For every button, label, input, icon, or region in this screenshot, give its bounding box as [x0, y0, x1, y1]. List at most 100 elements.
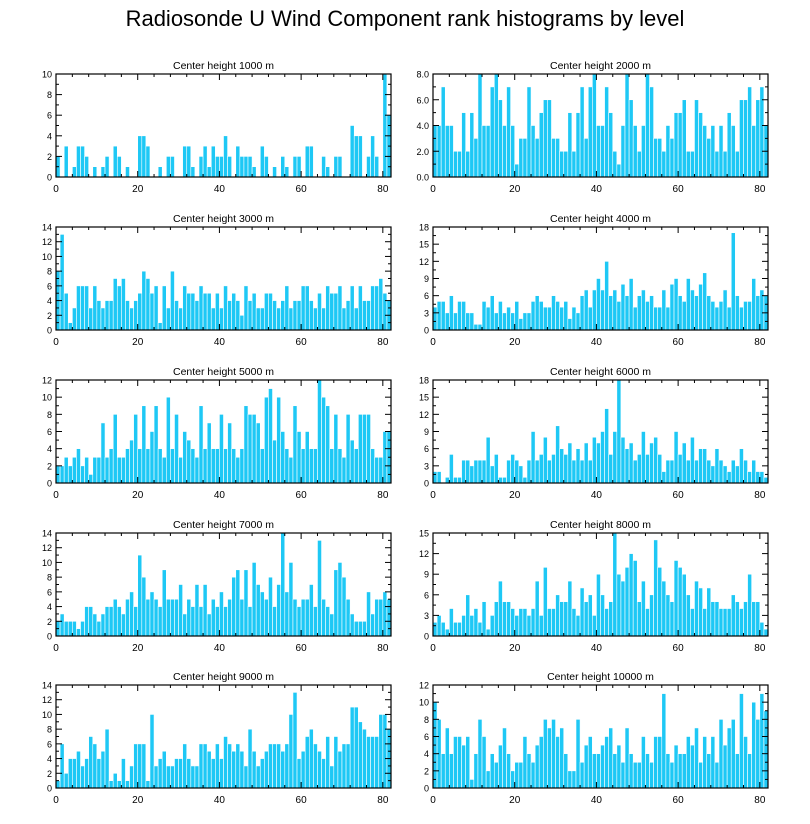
- bar: [604, 608, 609, 637]
- bar: [563, 301, 569, 331]
- bar: [673, 431, 679, 484]
- bar: [473, 753, 479, 789]
- bar: [296, 758, 302, 789]
- bar: [186, 598, 192, 637]
- bar: [272, 606, 277, 637]
- bar: [374, 598, 380, 637]
- bar: [510, 312, 516, 331]
- bar: [92, 456, 98, 484]
- bar: [362, 620, 367, 637]
- bar: [551, 608, 556, 637]
- bar: [145, 598, 151, 637]
- bar: [571, 770, 577, 789]
- bar: [178, 584, 183, 637]
- bar: [739, 306, 744, 331]
- bar: [374, 285, 380, 331]
- bar: [308, 448, 314, 484]
- x-tick-label: 80: [377, 643, 389, 654]
- y-tick-label: 6: [47, 281, 52, 291]
- bar: [349, 706, 355, 789]
- bar: [698, 448, 703, 484]
- bar: [481, 601, 487, 637]
- bar: [308, 728, 314, 789]
- bar: [370, 135, 375, 178]
- bar: [636, 601, 642, 637]
- bar: [624, 567, 630, 637]
- bar: [321, 156, 326, 178]
- bar: [223, 606, 228, 637]
- bar: [739, 608, 744, 637]
- bar: [198, 743, 204, 789]
- bar: [592, 436, 597, 484]
- bar: [567, 442, 573, 484]
- bar: [551, 454, 556, 484]
- bar: [272, 743, 277, 789]
- panel-title: Center height 9000 m: [173, 671, 274, 683]
- bar: [292, 300, 298, 331]
- bar: [616, 744, 622, 789]
- bar: [518, 761, 524, 789]
- bar: [571, 608, 577, 637]
- bar: [259, 591, 265, 637]
- bar: [202, 448, 208, 484]
- y-tick-label: 2: [47, 617, 52, 627]
- bar: [186, 145, 192, 178]
- bar: [378, 456, 384, 484]
- bar: [96, 620, 102, 637]
- bar: [370, 448, 375, 484]
- bar: [72, 307, 77, 331]
- bar: [313, 606, 318, 637]
- x-tick-label: 20: [132, 337, 144, 348]
- bar: [698, 283, 703, 331]
- bar: [669, 283, 675, 331]
- bar: [653, 306, 658, 331]
- y-tick-label: 6: [424, 444, 429, 454]
- bar: [349, 125, 355, 178]
- bar: [730, 459, 736, 484]
- bar: [386, 598, 392, 637]
- bar: [206, 613, 212, 637]
- bar: [632, 459, 638, 484]
- bar: [596, 442, 601, 484]
- bar: [125, 166, 130, 178]
- y-tick-label: 8: [47, 90, 52, 100]
- y-tick-label: 10: [42, 710, 52, 720]
- bar: [579, 295, 585, 331]
- bar: [555, 594, 560, 637]
- bar: [461, 744, 466, 789]
- bar: [67, 758, 73, 789]
- bar: [698, 112, 703, 178]
- bar: [694, 99, 699, 178]
- bar: [174, 758, 179, 789]
- bar: [300, 285, 306, 331]
- bar: [575, 112, 581, 178]
- bar: [133, 743, 139, 789]
- bar: [349, 285, 355, 331]
- bar: [587, 736, 593, 789]
- bar: [755, 295, 761, 331]
- bar: [751, 601, 757, 637]
- bar: [747, 573, 752, 637]
- bar: [542, 306, 548, 331]
- bar: [498, 744, 503, 789]
- bar: [190, 292, 196, 331]
- y-tick-label: 12: [42, 543, 52, 553]
- bar: [210, 145, 216, 178]
- bar: [653, 539, 658, 637]
- x-tick-label: 0: [53, 337, 59, 348]
- bar: [194, 300, 200, 331]
- bar: [247, 156, 253, 178]
- x-tick-label: 40: [591, 643, 603, 654]
- bar: [72, 758, 77, 789]
- bar: [538, 736, 544, 789]
- bar: [645, 753, 650, 789]
- bar: [473, 323, 479, 331]
- x-tick-label: 0: [53, 643, 59, 654]
- bar: [231, 750, 237, 789]
- bar: [710, 301, 716, 331]
- bar: [223, 736, 228, 789]
- bar: [493, 761, 499, 789]
- bar: [76, 628, 81, 637]
- bar: [353, 620, 359, 637]
- x-tick-label: 0: [430, 643, 436, 654]
